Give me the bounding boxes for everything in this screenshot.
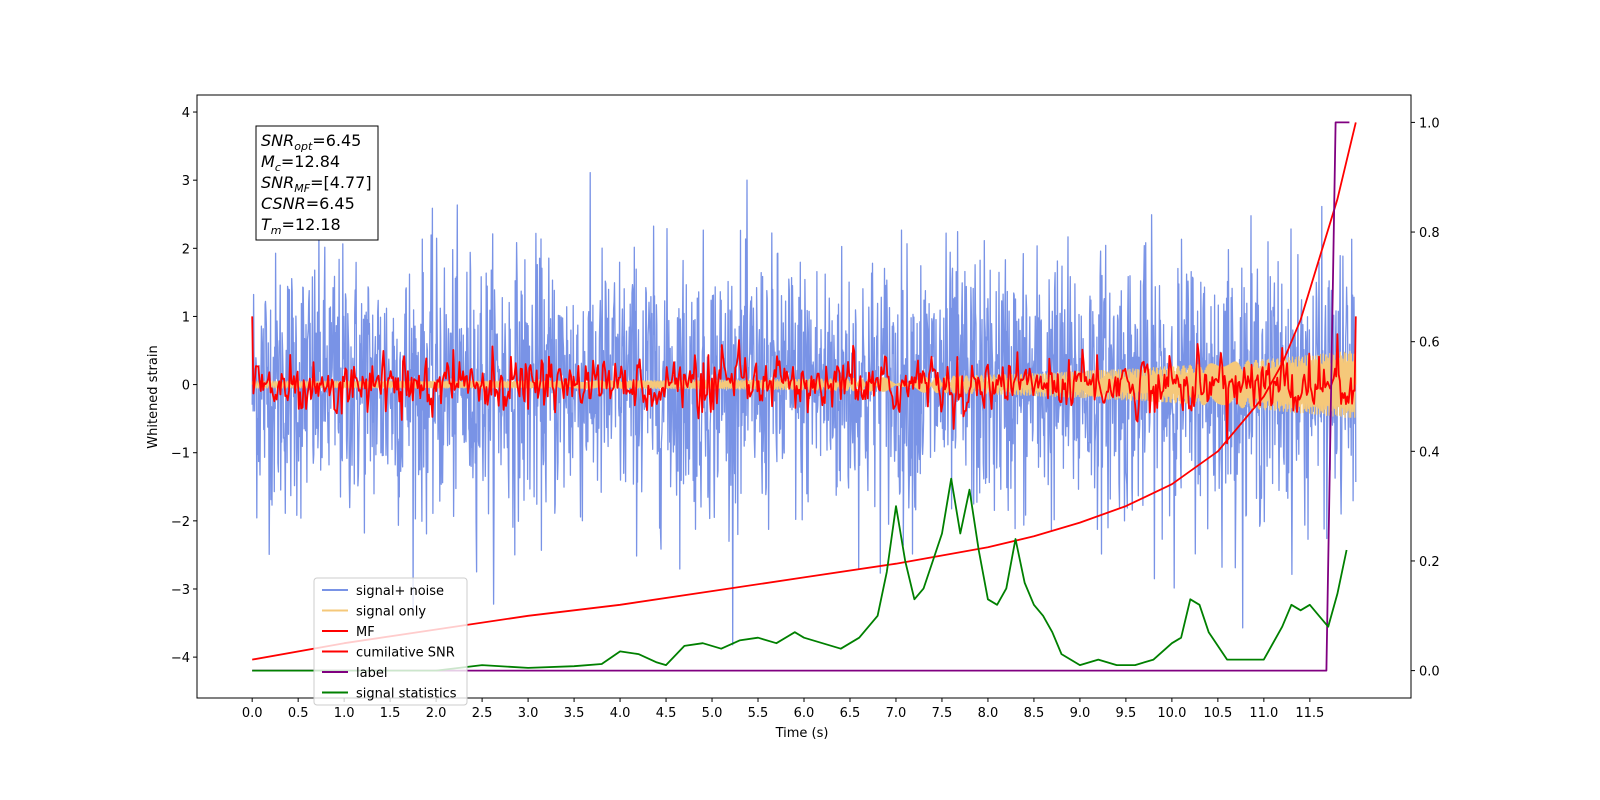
series-label: [252, 121, 1350, 672]
annotation-line: CSNR=6.45: [261, 194, 355, 213]
legend-label: label: [356, 666, 387, 681]
x-tick-label: 5.0: [702, 706, 723, 721]
x-tick-label: 4.0: [610, 706, 631, 721]
annotation-value: =6.45: [312, 131, 361, 150]
annotation-value: =6.45: [306, 194, 355, 213]
y2-tick-label: 1.0: [1419, 116, 1440, 131]
x-tick-label: 5.5: [748, 706, 769, 721]
y-tick-label: 0: [182, 379, 190, 394]
y-axis-label: Whitened strain: [146, 345, 161, 448]
annotation-symbol: T: [261, 215, 272, 234]
y2-tick-label: 0.4: [1419, 445, 1440, 460]
annotation-value: =12.84: [281, 152, 340, 171]
y-tick-label: 3: [182, 174, 190, 189]
annotation-frame: [255, 125, 379, 241]
legend: signal+ noise signal only MF cumilative SNR…: [313, 577, 468, 706]
x-tick-label: 6.5: [840, 706, 861, 721]
annotation-symbol: M: [261, 152, 275, 171]
y-tick-label: 2: [182, 242, 190, 257]
x-tick-label: 2.0: [426, 706, 447, 721]
y-tick-label: −3: [171, 583, 190, 598]
legend-label: cumilative SNR: [356, 646, 455, 661]
annotation-subscript: MF: [294, 182, 310, 195]
x-tick-label: 11.0: [1249, 706, 1278, 721]
y-tick-label: 4: [182, 106, 190, 121]
series-cumilative-snr: [252, 122, 1357, 661]
annotation-line: SNRopt=6.45: [261, 131, 361, 153]
x-tick-label: 7.5: [932, 706, 953, 721]
x-tick-label: 9.0: [1070, 706, 1091, 721]
x-tick-label: 8.0: [978, 706, 999, 721]
annotation-subscript: opt: [294, 140, 313, 153]
x-tick-label: 4.5: [656, 706, 677, 721]
series-layer: [251, 121, 1357, 672]
y-tick-label: 1: [182, 310, 190, 325]
annotation-symbol: CSNR: [261, 194, 306, 213]
y2-tick-label: 0.6: [1419, 336, 1440, 351]
x-tick-label: 0.5: [288, 706, 309, 721]
x-tick-label: 6.0: [794, 706, 815, 721]
x-axis: 0.0 0.5 1.0 1.5 2.0 2.5 3.0 3.5 4.0 4.5 5.0 5.5 6.0 6…: [242, 698, 1324, 721]
x-tick-label: 10.5: [1203, 706, 1232, 721]
y-tick-label: −1: [171, 447, 190, 462]
y-tick-label: −2: [171, 515, 190, 530]
y2-tick-label: 0.8: [1419, 226, 1440, 241]
annotation-subscript: m: [271, 224, 282, 237]
annotation-value: =12.18: [282, 215, 341, 234]
y2-tick-label: 0.0: [1419, 665, 1440, 680]
annotation-symbol: SNR: [261, 131, 294, 150]
legend-label: signal statistics: [356, 687, 457, 702]
legend-frame: [313, 577, 468, 706]
annotation-line: Tm=12.18: [261, 215, 341, 237]
annotation-subscript: c: [275, 161, 281, 174]
series-mf: [251, 316, 1357, 445]
annotation-box: SNRopt=6.45Mc=12.84SNRMF=[4.77]CSNR=6.45…: [255, 125, 379, 241]
x-axis-label: Time (s): [775, 726, 829, 741]
series-signal-statistics: [252, 477, 1348, 672]
y-axis-right: 1.0 0.8 0.6 0.4 0.2 0.0: [1411, 116, 1440, 680]
annotation-symbol: SNR: [261, 173, 294, 192]
legend-label: MF: [356, 625, 375, 640]
x-tick-label: 3.0: [518, 706, 539, 721]
x-tick-label: 8.5: [1024, 706, 1045, 721]
x-tick-label: 2.5: [472, 706, 493, 721]
annotation-value: =[4.77]: [310, 173, 372, 192]
x-tick-label: 7.0: [886, 706, 907, 721]
x-tick-label: 9.5: [1116, 706, 1137, 721]
x-tick-label: 0.0: [242, 706, 263, 721]
annotation-line: Mc=12.84: [261, 152, 340, 174]
legend-label: signal only: [356, 605, 426, 620]
y-axis-left: 4 3 2 1 0 −1 −2 −3 −4: [171, 106, 197, 666]
x-tick-label: 3.5: [564, 706, 585, 721]
x-tick-label: 1.5: [380, 706, 401, 721]
x-tick-label: 10.0: [1157, 706, 1186, 721]
x-tick-label: 1.0: [334, 706, 355, 721]
x-tick-label: 11.5: [1295, 706, 1324, 721]
legend-label: signal+ noise: [356, 584, 444, 599]
annotation-line: SNRMF=[4.77]: [261, 173, 372, 195]
y-tick-label: −4: [171, 651, 190, 666]
y2-tick-label: 0.2: [1419, 555, 1440, 570]
